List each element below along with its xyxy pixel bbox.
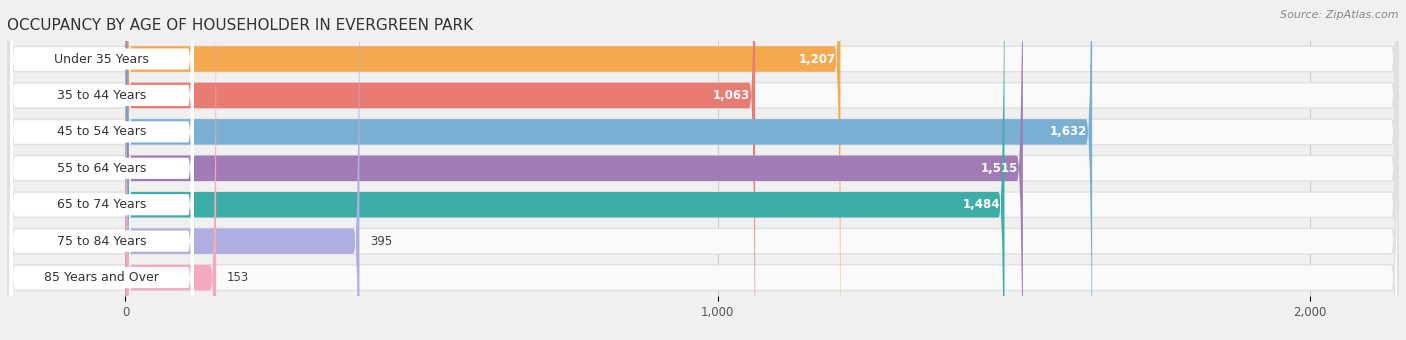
FancyBboxPatch shape [8, 0, 1398, 340]
Text: 85 Years and Over: 85 Years and Over [45, 271, 159, 284]
Text: 1,515: 1,515 [981, 162, 1018, 175]
FancyBboxPatch shape [8, 0, 1398, 340]
FancyBboxPatch shape [125, 0, 755, 340]
Text: 1,484: 1,484 [962, 198, 1000, 211]
Text: Under 35 Years: Under 35 Years [55, 52, 149, 66]
Text: Source: ZipAtlas.com: Source: ZipAtlas.com [1281, 10, 1399, 20]
FancyBboxPatch shape [10, 0, 194, 340]
FancyBboxPatch shape [125, 0, 360, 340]
FancyBboxPatch shape [125, 0, 1004, 340]
FancyBboxPatch shape [8, 0, 1398, 340]
FancyBboxPatch shape [10, 0, 194, 340]
Text: OCCUPANCY BY AGE OF HOUSEHOLDER IN EVERGREEN PARK: OCCUPANCY BY AGE OF HOUSEHOLDER IN EVERG… [7, 18, 474, 33]
Text: 45 to 54 Years: 45 to 54 Years [58, 125, 146, 138]
Text: 1,632: 1,632 [1050, 125, 1087, 138]
FancyBboxPatch shape [10, 0, 194, 340]
FancyBboxPatch shape [125, 0, 841, 340]
FancyBboxPatch shape [125, 0, 217, 340]
Text: 65 to 74 Years: 65 to 74 Years [58, 198, 146, 211]
FancyBboxPatch shape [10, 0, 194, 340]
FancyBboxPatch shape [125, 0, 1092, 340]
Text: 55 to 64 Years: 55 to 64 Years [58, 162, 146, 175]
FancyBboxPatch shape [8, 0, 1398, 340]
FancyBboxPatch shape [125, 0, 1022, 340]
Text: 395: 395 [370, 235, 392, 248]
Text: 75 to 84 Years: 75 to 84 Years [58, 235, 146, 248]
FancyBboxPatch shape [8, 0, 1398, 340]
FancyBboxPatch shape [10, 0, 194, 340]
FancyBboxPatch shape [10, 0, 194, 340]
Text: 35 to 44 Years: 35 to 44 Years [58, 89, 146, 102]
Text: 1,063: 1,063 [713, 89, 751, 102]
FancyBboxPatch shape [8, 0, 1398, 340]
FancyBboxPatch shape [10, 0, 194, 340]
Text: 153: 153 [226, 271, 249, 284]
FancyBboxPatch shape [8, 0, 1398, 340]
Text: 1,207: 1,207 [799, 52, 835, 66]
